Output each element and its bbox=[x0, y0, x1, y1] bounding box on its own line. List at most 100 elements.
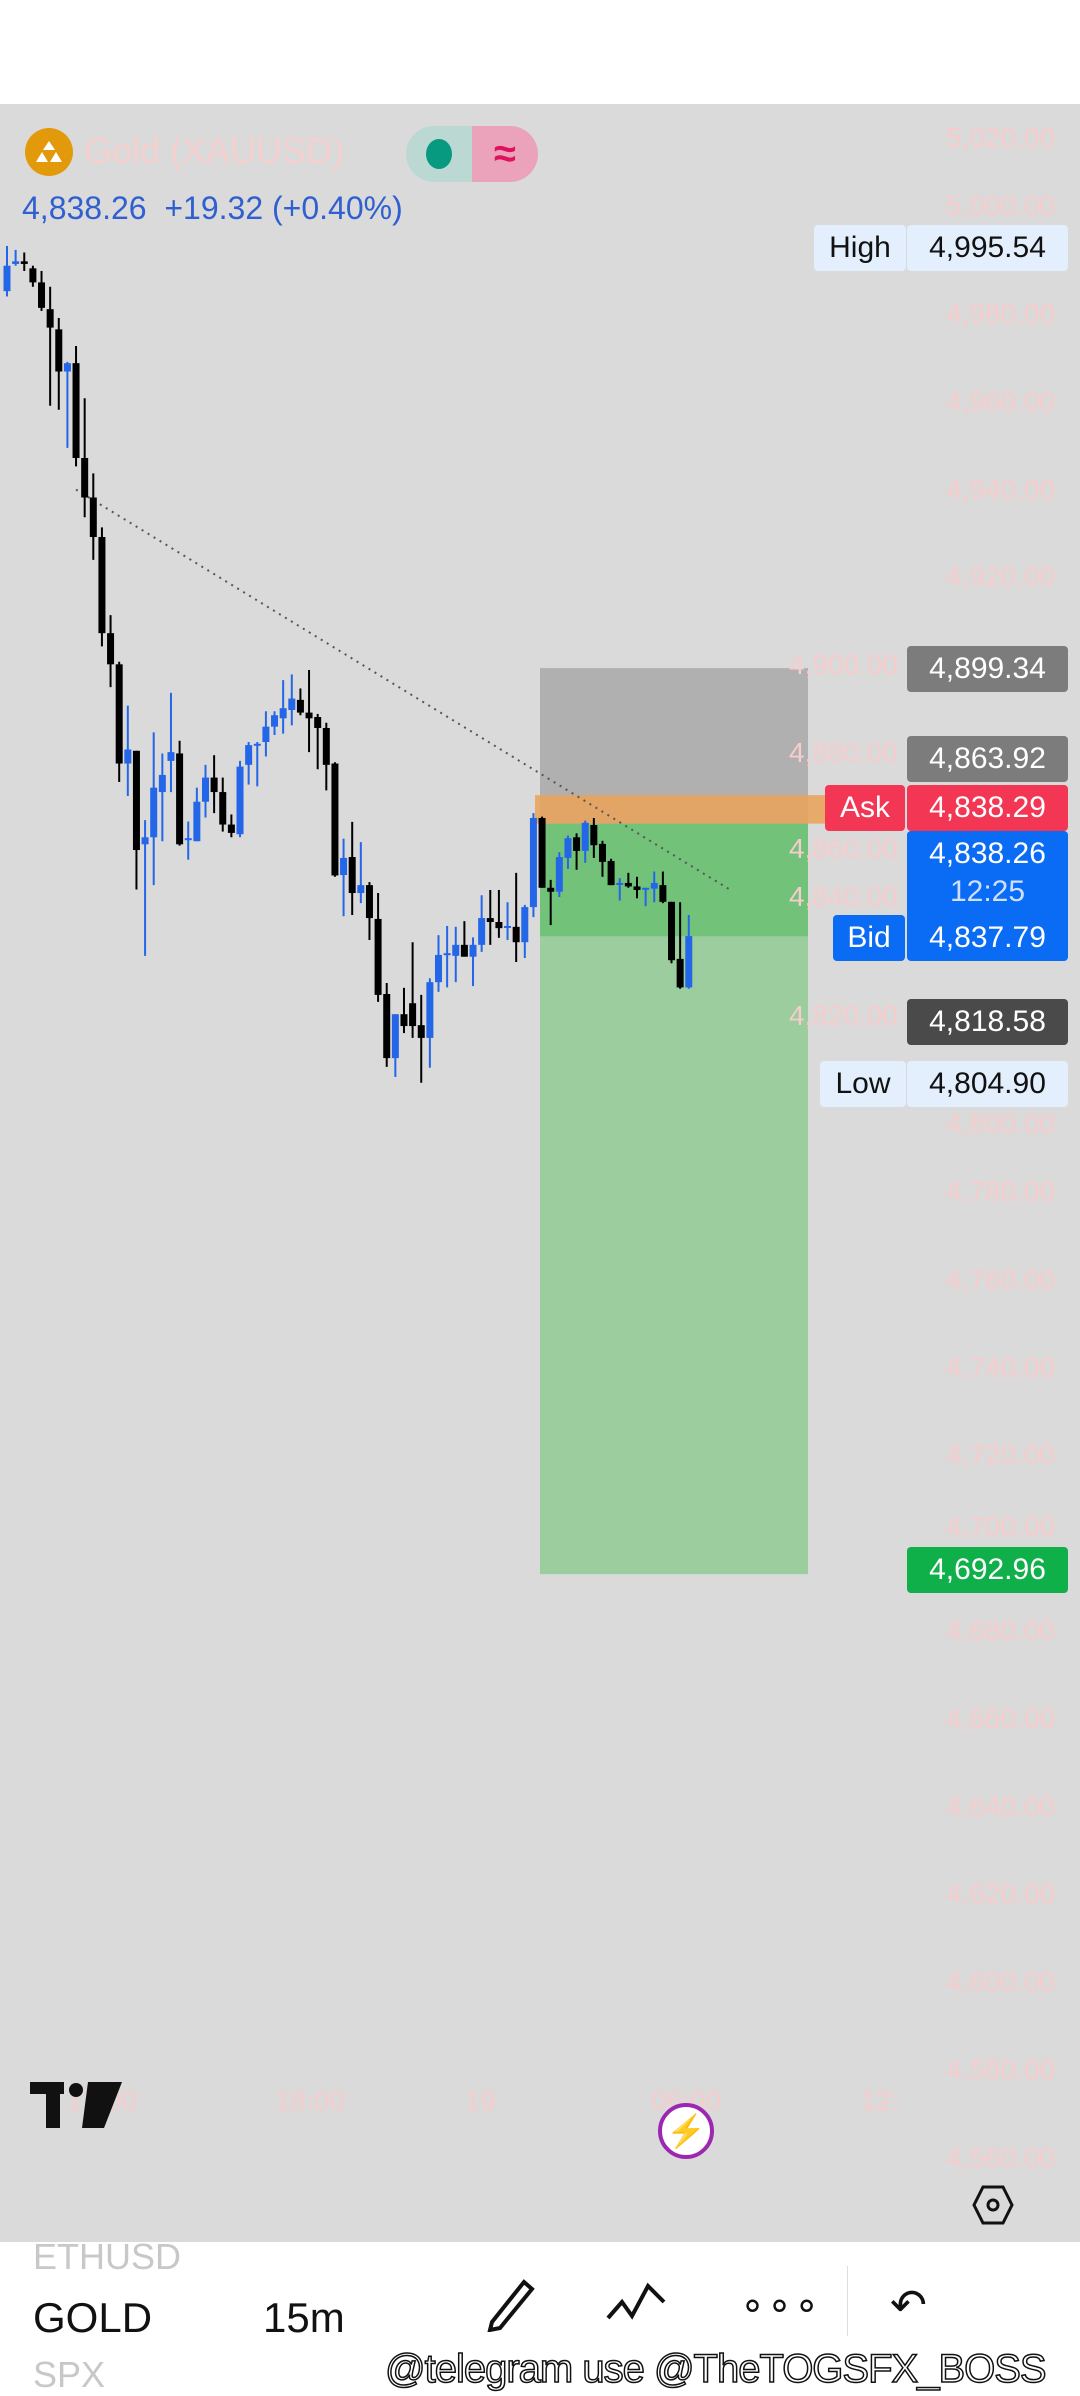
candle-body bbox=[296, 699, 304, 713]
candle-body bbox=[193, 801, 201, 842]
low-price-label: 4,804.90 bbox=[907, 1061, 1068, 1107]
price-axis-label: 4,800.00 bbox=[946, 1108, 1055, 1140]
candle-body bbox=[547, 887, 555, 892]
low-tag: Low bbox=[820, 1061, 906, 1107]
candle-body bbox=[529, 817, 537, 908]
price-axis-label: 4,580.00 bbox=[946, 2054, 1055, 2085]
candle-body bbox=[486, 918, 494, 923]
candle-body bbox=[383, 994, 391, 1059]
approx-wave-icon[interactable]: ≈ bbox=[472, 126, 538, 182]
chart-settings-icon[interactable] bbox=[972, 2184, 1014, 2231]
candle-body bbox=[167, 752, 175, 761]
pencil-icon[interactable] bbox=[480, 2272, 536, 2337]
candle-body bbox=[469, 944, 477, 957]
price-axis-label: 4,740.00 bbox=[946, 1351, 1055, 1383]
candlestick-chart[interactable] bbox=[0, 104, 1080, 2242]
candle-body bbox=[253, 743, 261, 746]
chart-area[interactable] bbox=[0, 104, 1080, 2242]
price-axis-label: 4,880.00 bbox=[789, 737, 898, 768]
candle-body bbox=[236, 766, 244, 835]
candle-body bbox=[150, 787, 158, 838]
candle-body bbox=[89, 497, 97, 538]
price-axis-label: 4,840.00 bbox=[789, 880, 898, 912]
candle-body bbox=[322, 727, 330, 765]
symbol-selector[interactable]: GOLD bbox=[33, 2294, 153, 2341]
candle-body bbox=[443, 953, 451, 956]
bid-price-label: 4,837.79 bbox=[907, 915, 1068, 961]
candle-body bbox=[374, 918, 382, 995]
undo-icon[interactable]: ↶ bbox=[890, 2281, 927, 2330]
bid-tag: Bid bbox=[833, 915, 905, 961]
price-axis-label: 4,820.00 bbox=[789, 1000, 898, 1032]
price-axis-label: 4,680.00 bbox=[946, 1615, 1055, 1646]
candle-body bbox=[124, 749, 132, 764]
lightning-icon[interactable]: ⚡ bbox=[658, 2103, 714, 2159]
candle-body bbox=[38, 282, 46, 308]
candle-body bbox=[659, 885, 667, 902]
trendline bbox=[75, 488, 730, 890]
level-price-label: 4,818.58 bbox=[907, 999, 1068, 1045]
high-price-label: 4,995.54 bbox=[907, 225, 1068, 271]
price-axis-label: 5,020.00 bbox=[946, 122, 1055, 154]
symbol-prev[interactable]: ETHUSD bbox=[33, 2236, 182, 2277]
price-axis-label: 4,940.00 bbox=[946, 473, 1055, 505]
candle-body bbox=[305, 712, 313, 719]
candle-body bbox=[460, 944, 468, 957]
price-axis-label: 4,660.00 bbox=[946, 1702, 1055, 1734]
candle-body bbox=[55, 329, 63, 372]
ask-price-label: 4,838.29 bbox=[907, 785, 1068, 831]
candle-body bbox=[348, 857, 356, 894]
price-axis-label: 4,920.00 bbox=[946, 561, 1055, 593]
candle-body bbox=[72, 363, 80, 458]
pattern-icon[interactable] bbox=[604, 2276, 668, 2331]
candle-body bbox=[478, 918, 486, 945]
candle-body bbox=[63, 363, 71, 372]
interval-selector[interactable]: 15m bbox=[263, 2294, 345, 2341]
candle-body bbox=[495, 922, 503, 929]
candle-body bbox=[581, 822, 589, 851]
high-tag: High bbox=[814, 225, 906, 271]
price-axis-label: 4,560.00 bbox=[946, 2141, 1055, 2173]
candle-body bbox=[521, 907, 529, 943]
time-axis-label: 12: bbox=[860, 2085, 900, 2116]
candle-body bbox=[624, 882, 632, 887]
candle-body bbox=[141, 837, 149, 845]
candle-body bbox=[357, 885, 365, 894]
price-axis-label: 4,600.00 bbox=[946, 1966, 1055, 1998]
candle-body bbox=[616, 882, 624, 885]
price-axis-label: 4,620.00 bbox=[946, 1878, 1055, 1910]
candle-body bbox=[538, 817, 546, 888]
time-axis-label: 18:00 bbox=[274, 2085, 346, 2116]
price-axis-label: 4,900.00 bbox=[789, 649, 898, 681]
status-pill[interactable]: ≈ bbox=[406, 126, 538, 182]
candle-body bbox=[279, 708, 287, 719]
more-icon[interactable]: ∘∘∘ bbox=[740, 2283, 822, 2327]
tradingview-logo[interactable] bbox=[30, 2082, 122, 2133]
candle-body bbox=[3, 265, 11, 292]
price-axis-label: 4,700.00 bbox=[946, 1511, 1055, 1543]
candle-body bbox=[210, 777, 218, 793]
symbol-icon bbox=[25, 128, 73, 176]
candle-body bbox=[365, 885, 373, 919]
candle-body bbox=[642, 887, 650, 890]
candle-body bbox=[417, 1025, 425, 1038]
candle-body bbox=[12, 261, 20, 264]
market-status[interactable] bbox=[406, 126, 472, 182]
price-axis-label: 5,000.00 bbox=[946, 190, 1055, 222]
price-axis-label: 4,980.00 bbox=[946, 298, 1055, 329]
candle-body bbox=[685, 936, 693, 988]
price-change: +19.32 (+0.40%) bbox=[164, 190, 403, 226]
candle-body bbox=[158, 774, 166, 793]
candle-body bbox=[598, 843, 606, 862]
candle-body bbox=[391, 1014, 399, 1059]
candle-body bbox=[227, 824, 235, 833]
symbol-title[interactable]: Gold (XAUUSD) bbox=[84, 130, 345, 171]
watermark: @telegram use @TheTOGSFX_BOSS bbox=[384, 2346, 1047, 2392]
candle-body bbox=[115, 664, 123, 764]
symbol-next[interactable]: SPX bbox=[33, 2354, 106, 2395]
candle-body bbox=[314, 717, 322, 728]
candle-body bbox=[650, 882, 658, 889]
candle-body bbox=[184, 838, 192, 841]
candle-body bbox=[452, 944, 460, 956]
candle-body bbox=[633, 886, 641, 890]
